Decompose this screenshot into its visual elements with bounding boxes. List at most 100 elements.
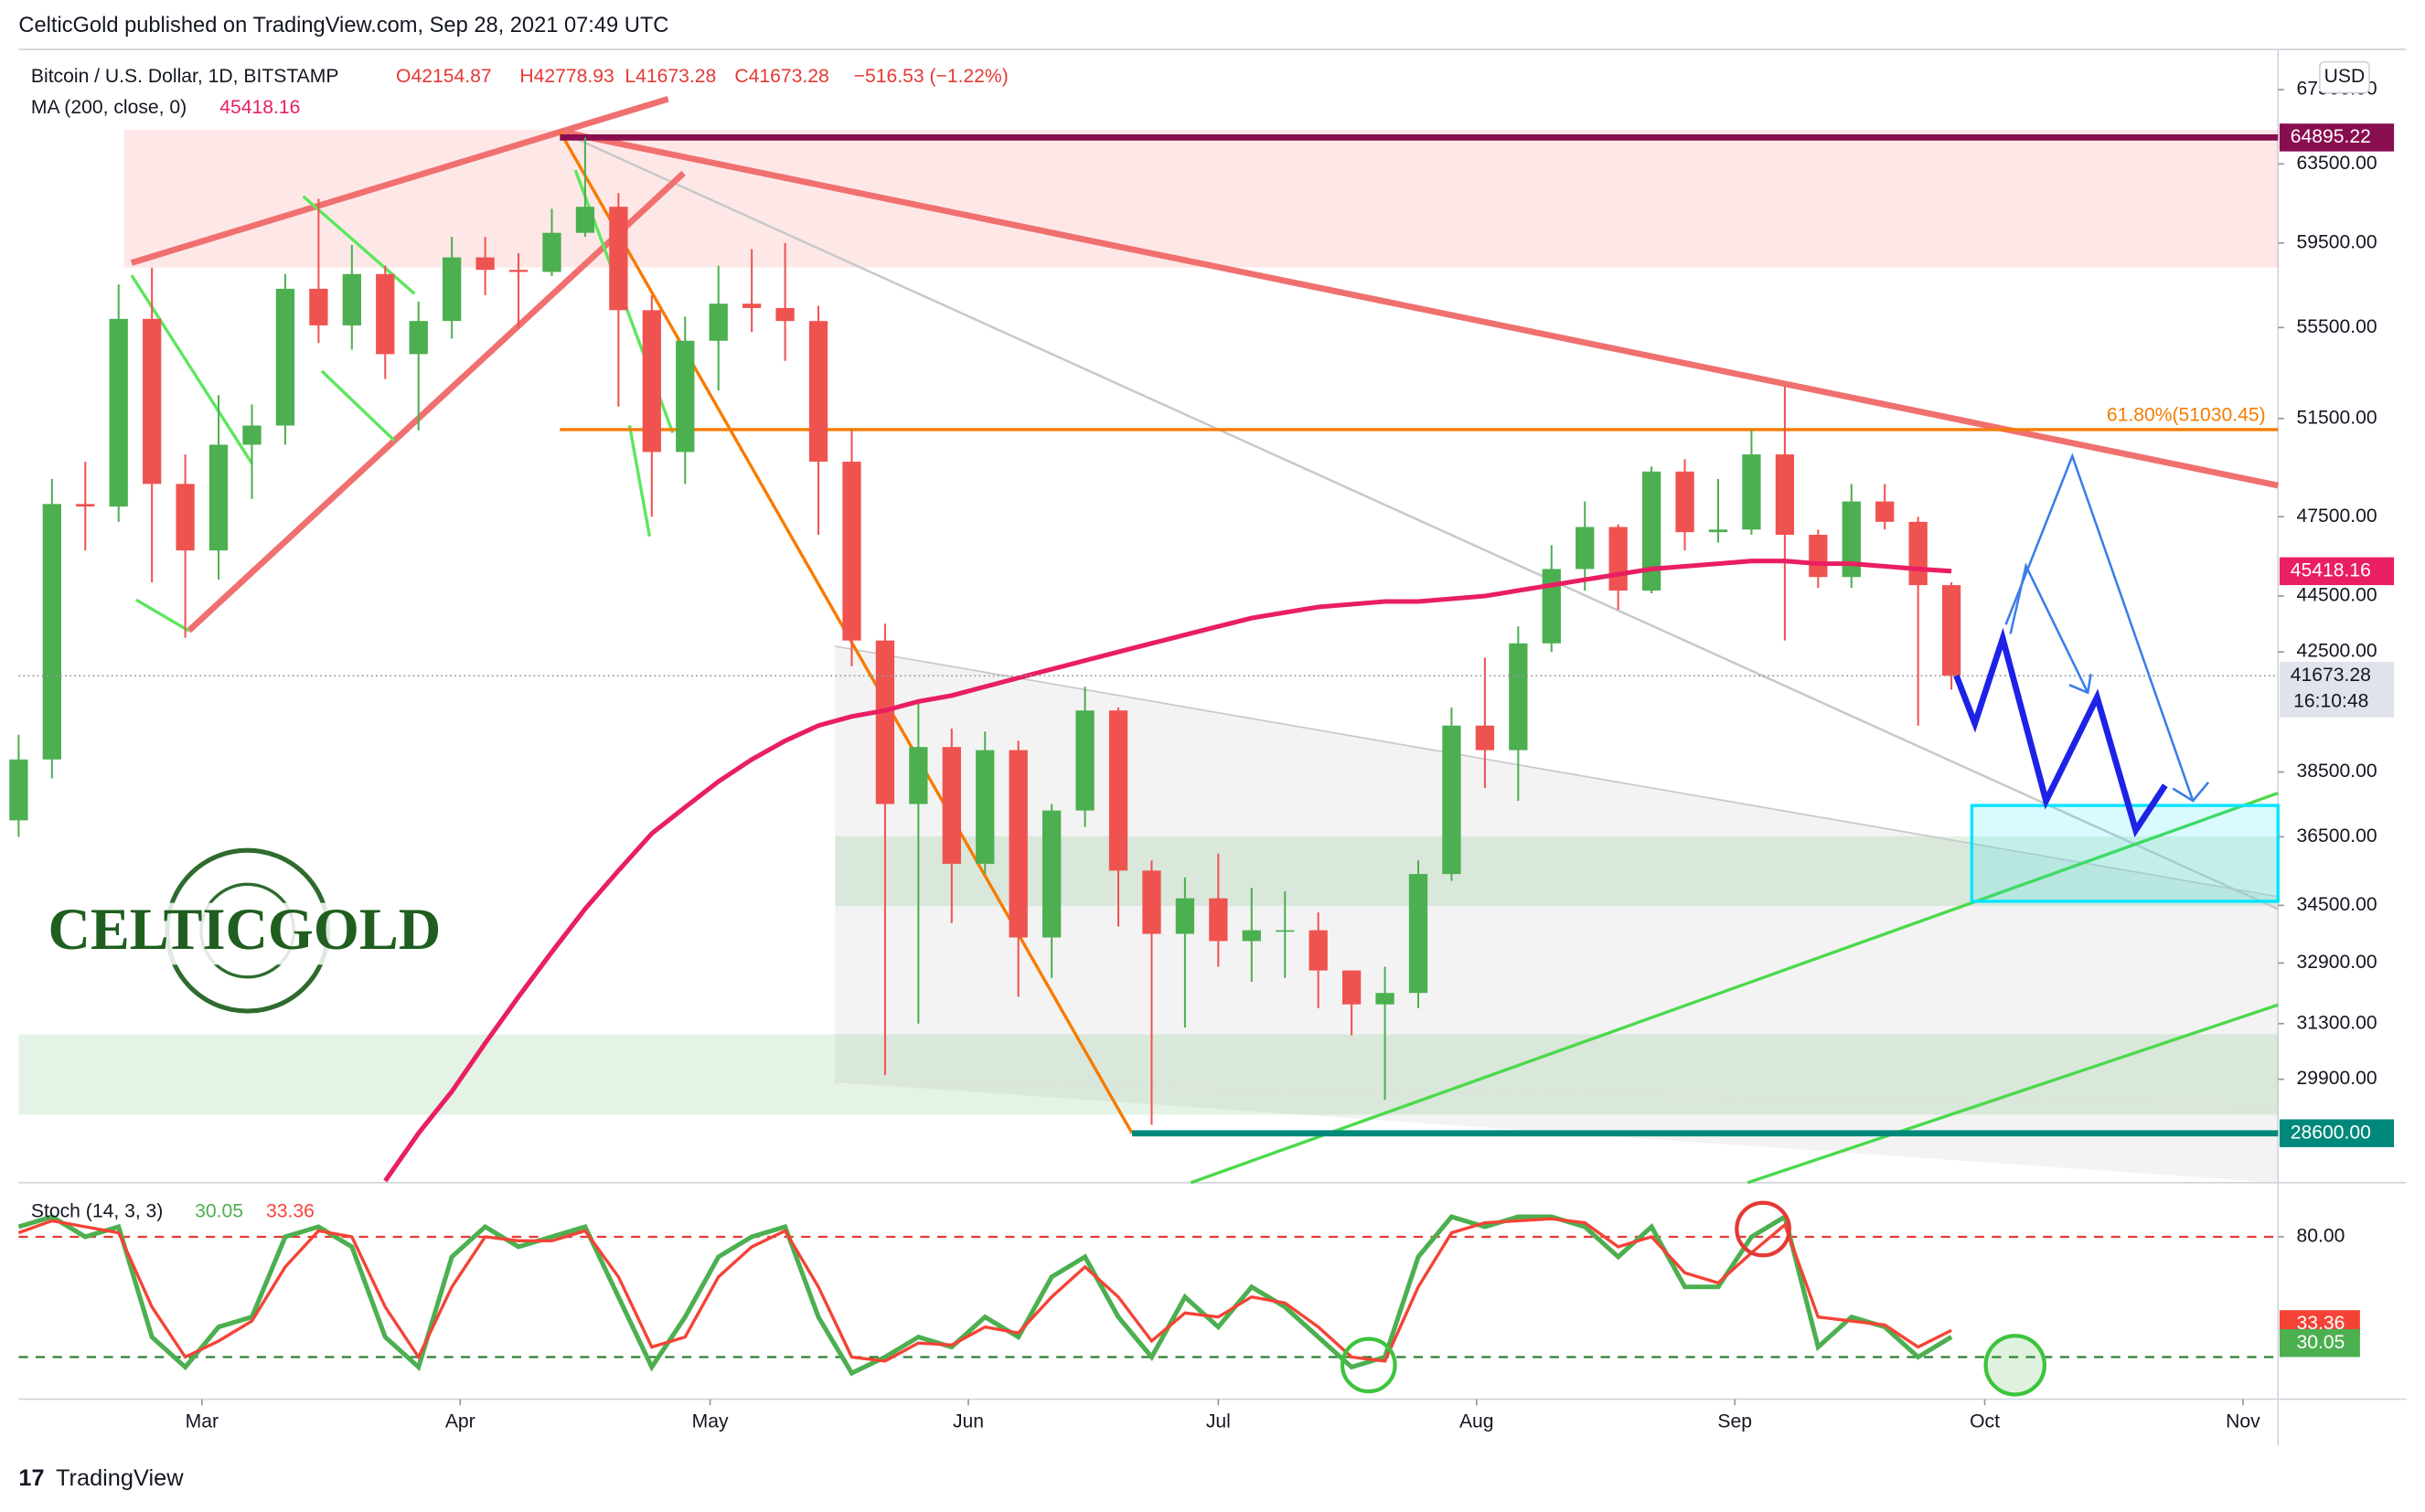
stoch-tag-label: 30.05 (2297, 1332, 2345, 1353)
candle-body (1009, 750, 1028, 938)
target-box (1970, 804, 2280, 903)
resistance-zone (123, 130, 2279, 268)
candle-body (1209, 898, 1228, 942)
candle-body (1708, 529, 1728, 533)
stoch-k-value: 30.05 (195, 1200, 243, 1221)
candle-body (342, 273, 361, 325)
x-tick-label: May (692, 1411, 729, 1432)
candle-body (609, 207, 628, 311)
candle-body (1309, 930, 1328, 971)
candle-body (942, 747, 961, 864)
candle-body (642, 310, 661, 453)
candle-body (376, 273, 395, 355)
arrow-head (2172, 781, 2210, 803)
publish-header: CelticGold published on TradingView.com,… (18, 14, 668, 37)
ohlc-open: O42154.87 (396, 66, 492, 87)
candle-body (208, 444, 229, 551)
change: −516.53 (−1.22%) (854, 66, 1009, 87)
arrow-head (2068, 674, 2092, 695)
stoch-k-line (17, 1213, 1953, 1377)
y-tick-label: 80.00 (2297, 1226, 2345, 1247)
candle-body (1509, 643, 1528, 751)
y-tick-label: 31300.00 (2297, 1012, 2377, 1033)
trendline (130, 96, 669, 266)
stoch-tag-label: 33.36 (2297, 1313, 2345, 1334)
currency[interactable]: USD (2324, 66, 2366, 87)
projection-arrow (2009, 562, 2089, 694)
candle-body (409, 321, 428, 355)
highlight-circle (1983, 1334, 2046, 1397)
candle-body (76, 504, 95, 507)
ma-line (383, 559, 1952, 1183)
y-tick-label: 32900.00 (2297, 952, 2377, 973)
price-tag (2279, 662, 2395, 718)
y-tick-label: 29900.00 (2297, 1068, 2377, 1089)
candle-body (1809, 534, 1828, 578)
candle-body (842, 462, 861, 641)
candle-body (1775, 454, 1795, 535)
ma-value: 45418.16 (219, 97, 300, 118)
candle-body (176, 484, 195, 551)
brand: TradingView (56, 1465, 184, 1491)
candle-body (1542, 569, 1561, 644)
candle-body (1875, 501, 1895, 522)
stoch-d-value: 33.36 (266, 1200, 315, 1221)
price-tag-label: 64895.22 (2291, 126, 2371, 147)
projection-path (1953, 627, 2168, 838)
candle-body (709, 303, 728, 341)
ohlc-low: L41673.28 (625, 66, 716, 87)
channel (835, 645, 2279, 1183)
candle-body (676, 340, 695, 453)
candle-body (875, 640, 895, 804)
candle-body (575, 207, 595, 233)
stoch-d-line (17, 1217, 1952, 1363)
candle-body (1242, 930, 1261, 942)
candle-body (1675, 471, 1694, 533)
trendline (187, 170, 686, 634)
price-tag (2279, 557, 2395, 586)
price-tag-label: 45418.16 (2291, 559, 2371, 580)
candle-body (1375, 993, 1394, 1005)
candle-body (1742, 454, 1761, 530)
trendline (559, 130, 2279, 910)
y-tick-label: 34500.00 (2297, 894, 2377, 915)
symbol: Bitcoin / U.S. Dollar, 1D, BITSTAMP (31, 66, 339, 87)
stoch-name: Stoch (14, 3, 3) (31, 1200, 163, 1221)
candle-body (309, 288, 328, 325)
candle-body (742, 303, 762, 308)
candle-body (1408, 874, 1428, 994)
candle-body (242, 425, 262, 445)
brand-icon: 17 (18, 1465, 44, 1491)
support-zone (18, 1034, 2279, 1115)
candle-body (1442, 725, 1461, 875)
countdown: 16:10:48 (2293, 691, 2368, 712)
y-tick-label: 38500.00 (2297, 761, 2377, 782)
logo-text: CELTICGOLD (48, 897, 441, 962)
x-tick-label: Aug (1459, 1411, 1494, 1432)
candle-body (1175, 898, 1195, 934)
candle-body (443, 257, 462, 322)
candle-body (275, 288, 295, 426)
x-tick-label: Mar (186, 1411, 219, 1432)
logo: CELTICGOLD (34, 847, 455, 1014)
candle-body (542, 232, 561, 272)
currency-button[interactable] (2319, 60, 2370, 94)
candle-body (1475, 725, 1495, 751)
candle-body (1641, 471, 1661, 591)
candle-body (1142, 870, 1161, 934)
ohlc-close: C41673.28 (734, 66, 828, 87)
trendline (835, 1081, 2279, 1107)
price-tag (2279, 1119, 2395, 1147)
candle-body (909, 747, 928, 804)
candle-body (1042, 810, 1062, 938)
trendline (559, 128, 2279, 489)
y-tick-label: 63500.00 (2297, 153, 2377, 174)
x-tick-label: Jul (1206, 1411, 1231, 1432)
candle-body (1075, 710, 1095, 811)
highlight-circle (1340, 1336, 1397, 1394)
y-tick-label: 59500.00 (2297, 231, 2377, 252)
candle-body (1608, 527, 1628, 591)
y-tick-label: 55500.00 (2297, 316, 2377, 337)
price-plot: 67500.0063500.0059500.0055500.0051500.00… (9, 79, 2395, 1432)
